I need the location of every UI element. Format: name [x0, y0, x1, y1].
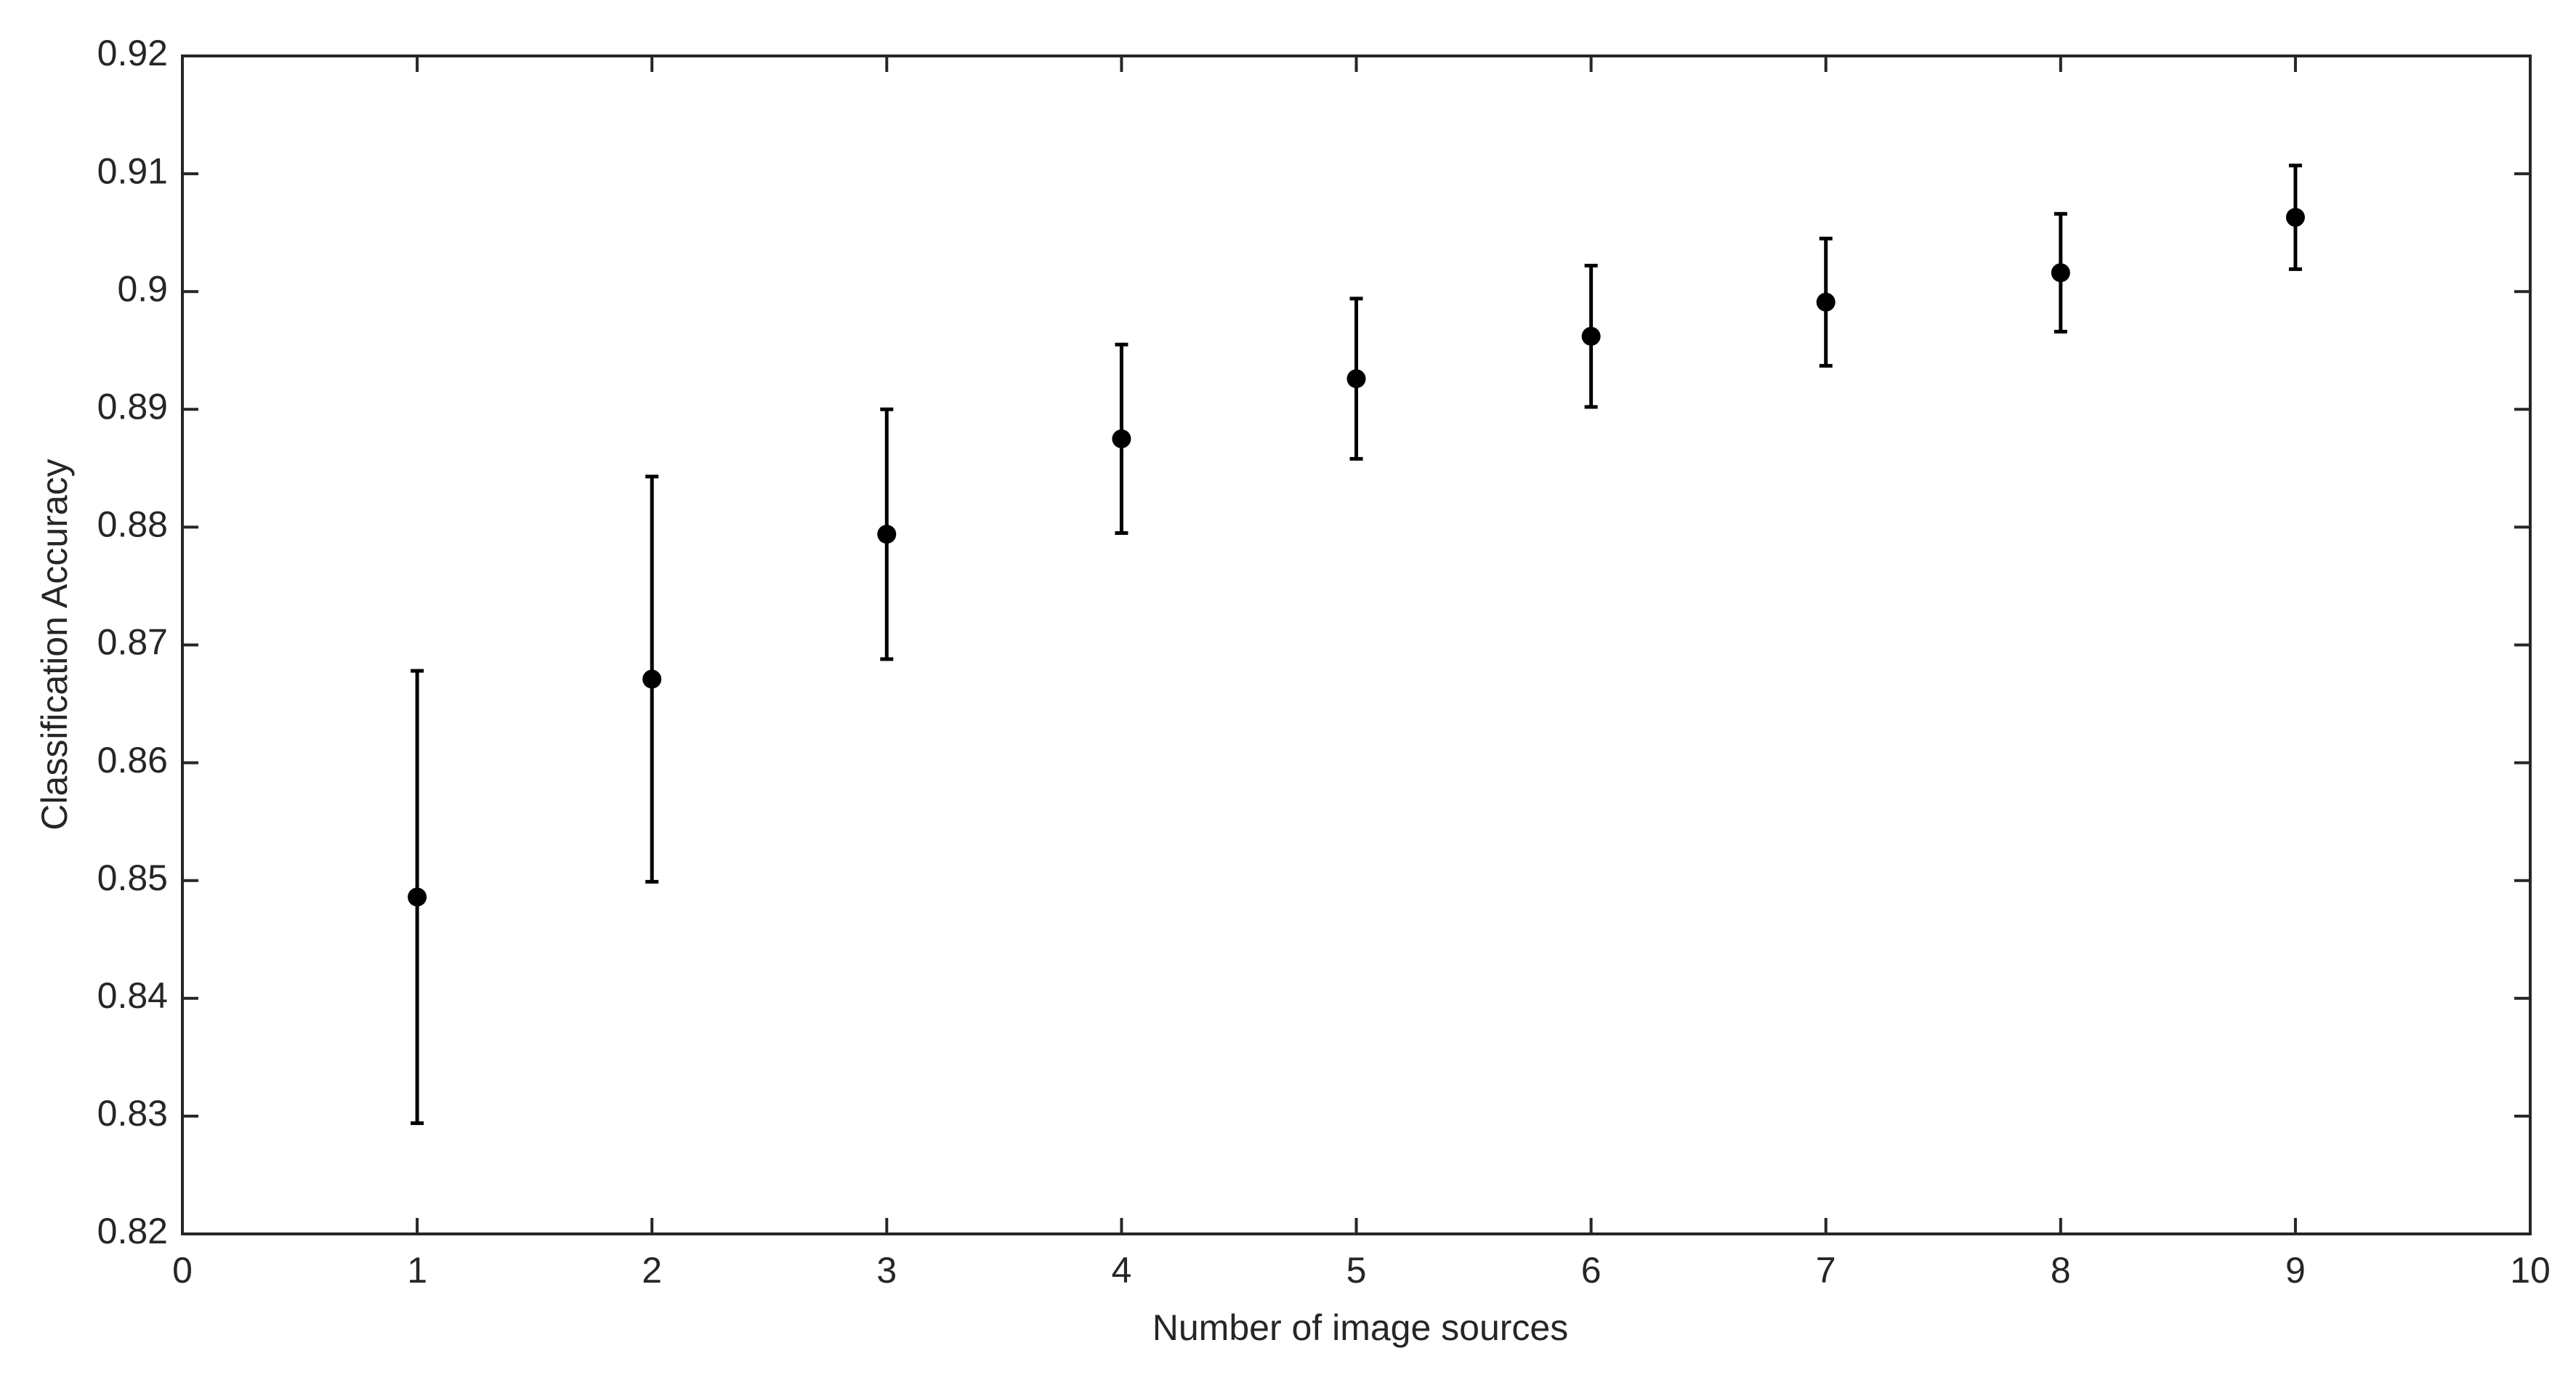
x-tick-label: 2: [642, 1250, 662, 1291]
x-tick-label: 4: [1111, 1250, 1131, 1291]
point: [408, 887, 427, 907]
y-tick-label: 0.9: [117, 268, 168, 309]
y-tick-label: 0.91: [97, 150, 168, 191]
point: [2285, 208, 2305, 227]
y-tick-label: 0.85: [97, 858, 168, 898]
point: [2051, 263, 2070, 283]
x-tick-label: 5: [1346, 1250, 1367, 1291]
y-tick-label: 0.92: [97, 33, 168, 73]
y-tick-label: 0.86: [97, 740, 168, 780]
y-tick-label: 0.82: [97, 1211, 168, 1251]
y-axis-label: Classification Accuracy: [34, 459, 75, 830]
axes-box: [181, 55, 2532, 1235]
x-tick-label: 0: [172, 1250, 193, 1291]
y-tick-label: 0.83: [97, 1093, 168, 1134]
y-tick-label: 0.89: [97, 387, 168, 427]
x-tick-label: 7: [1816, 1250, 1836, 1291]
x-tick-label: 8: [2051, 1250, 2071, 1291]
x-tick-label: 9: [2285, 1250, 2306, 1291]
y-tick-label: 0.88: [97, 504, 168, 545]
y-tick-label: 0.84: [97, 975, 168, 1016]
x-tick-label: 6: [1581, 1250, 1602, 1291]
point: [1816, 292, 1836, 312]
y-tick-label: 0.87: [97, 622, 168, 663]
point: [1346, 369, 1366, 389]
point: [877, 525, 897, 544]
point: [1112, 429, 1131, 448]
x-tick-label: 10: [2510, 1250, 2551, 1291]
x-axis-label: Number of image sources: [1152, 1307, 1568, 1348]
point: [1581, 326, 1601, 346]
x-tick-label: 3: [876, 1250, 897, 1291]
point: [642, 669, 662, 689]
x-tick-label: 1: [407, 1250, 427, 1291]
